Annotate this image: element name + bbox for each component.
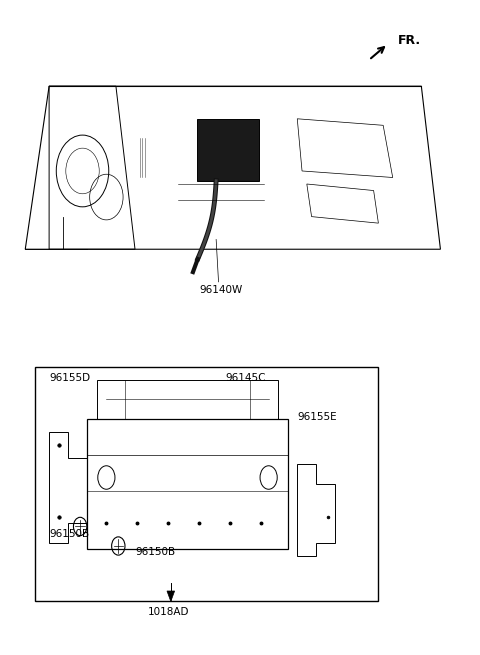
Text: FR.: FR. <box>397 34 420 47</box>
Text: 96155D: 96155D <box>49 373 90 383</box>
Text: 96150B: 96150B <box>49 529 89 540</box>
Text: 1018AD: 1018AD <box>148 607 189 616</box>
Polygon shape <box>167 591 175 601</box>
Text: 96155E: 96155E <box>297 412 337 422</box>
Text: 96150B: 96150B <box>135 547 175 557</box>
Bar <box>35 367 378 601</box>
Text: 96140W: 96140W <box>199 285 242 295</box>
Bar <box>87 419 288 550</box>
Text: 96145C: 96145C <box>226 373 266 383</box>
Bar <box>97 380 278 419</box>
Polygon shape <box>197 119 259 181</box>
